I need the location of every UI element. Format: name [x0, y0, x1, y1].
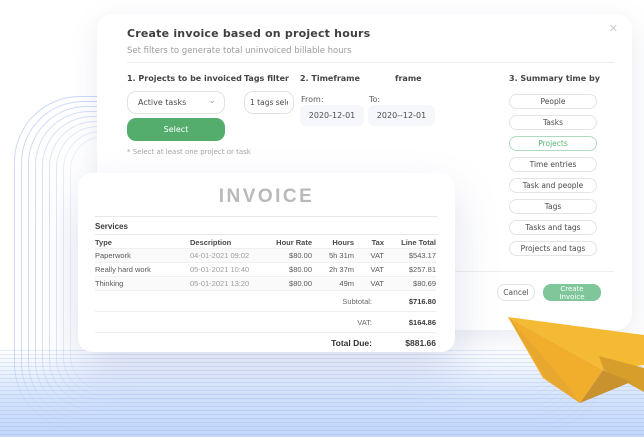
projects-section-label: 1. Projects to be invoiced — [127, 74, 242, 83]
summary-option-projects-and-tags[interactable]: Projects and tags — [509, 241, 597, 256]
select-button[interactable]: Select — [127, 118, 225, 141]
summary-option-tasks[interactable]: Tasks — [509, 115, 597, 130]
projects-dropdown-value: Active tasks — [138, 98, 187, 107]
to-label: To: — [369, 95, 381, 104]
cell-rate: $80.00 — [289, 265, 312, 274]
dialog-title: Create invoice based on project hours — [127, 27, 371, 40]
cell-hours: 49m — [339, 279, 354, 288]
cell-total: $80.69 — [413, 279, 436, 288]
summary-option-projects[interactable]: Projects — [509, 136, 597, 151]
paper-plane-illustration — [508, 317, 644, 403]
col-type: Type — [95, 237, 112, 247]
create-invoice-button[interactable]: Create Invoice — [543, 284, 601, 301]
vat-value: $164.86 — [408, 317, 436, 327]
invoice-preview-card: INVOICE Services Type Description Hour R… — [78, 173, 455, 352]
total-due-value: $881.66 — [405, 338, 436, 348]
timeframe-label-fragment: frame — [395, 74, 422, 83]
cell-total: $543.17 — [408, 251, 436, 260]
cell-description: 05-01-2021 10:40 — [190, 265, 250, 274]
to-date-input[interactable]: 2020--12-01 — [368, 105, 435, 126]
vat-row: VAT: $164.86 — [95, 312, 436, 333]
tags-filter-value: 1 tags select... — [250, 98, 288, 107]
cell-rate: $80.00 — [289, 279, 312, 288]
table-row: Really hard work 05-01-2021 10:40 $80.00… — [95, 263, 436, 277]
services-divider — [95, 234, 438, 235]
invoice-divider — [95, 216, 438, 217]
cell-tax: VAT — [370, 251, 384, 260]
cell-description: 04-01-2021 09:02 — [190, 251, 250, 260]
cell-type: Thinking — [95, 279, 124, 288]
services-label: Services — [95, 222, 128, 231]
summary-option-people[interactable]: People — [509, 94, 597, 109]
subtotal-label: Subtotal: — [342, 296, 372, 306]
cell-tax: VAT — [370, 279, 384, 288]
from-date-input[interactable]: 2020-12-01 — [300, 105, 364, 126]
close-icon[interactable]: ✕ — [608, 22, 618, 35]
tags-filter-input[interactable]: 1 tags select... — [244, 91, 294, 114]
chevron-down-icon: ⌄ — [208, 95, 216, 106]
col-description: Description — [190, 237, 232, 247]
table-header-row: Type Description Hour Rate Hours Tax Lin… — [95, 236, 436, 249]
total-due-label: Total Due: — [331, 338, 372, 348]
table-row: Thinking 05-01-2021 13:20 $80.00 49m VAT… — [95, 277, 436, 291]
cell-type: Paperwork — [95, 251, 131, 260]
col-hours: Hours — [332, 237, 354, 247]
subtotal-value: $716.80 — [408, 296, 436, 306]
cancel-button[interactable]: Cancel — [497, 284, 535, 301]
summary-option-task-and-people[interactable]: Task and people — [509, 178, 597, 193]
summary-options-list: People Tasks Projects Time entries Task … — [509, 94, 597, 262]
cell-type: Really hard work — [95, 265, 151, 274]
summary-section-label: 3. Summary time by — [509, 74, 600, 83]
col-tax: Tax — [371, 237, 384, 247]
cell-description: 05-01-2021 13:20 — [190, 279, 250, 288]
summary-option-time-entries[interactable]: Time entries — [509, 157, 597, 172]
cell-rate: $80.00 — [289, 251, 312, 260]
select-requirement-note: * Select at least one project or task — [127, 148, 251, 156]
col-hour-rate: Hour Rate — [276, 237, 312, 247]
vat-label: VAT: — [357, 317, 372, 327]
tags-filter-label: Tags filter — [244, 74, 289, 83]
summary-option-tasks-and-tags[interactable]: Tasks and tags — [509, 220, 597, 235]
services-table: Type Description Hour Rate Hours Tax Lin… — [95, 236, 436, 291]
invoice-title: INVOICE — [218, 186, 315, 207]
summary-option-tags[interactable]: Tags — [509, 199, 597, 214]
subtotal-row: Subtotal: $716.80 — [95, 291, 436, 312]
dialog-subtitle: Set filters to generate total uninvoiced… — [127, 46, 352, 56]
from-label: From: — [301, 95, 324, 104]
cell-hours: 5h 31m — [328, 251, 354, 260]
projects-dropdown[interactable]: Active tasks ⌄ — [127, 91, 225, 114]
cell-hours: 2h 37m — [328, 265, 354, 274]
header-divider — [127, 62, 614, 63]
col-line-total: Line Total — [401, 237, 436, 247]
table-row: Paperwork 04-01-2021 09:02 $80.00 5h 31m… — [95, 249, 436, 263]
cell-tax: VAT — [370, 265, 384, 274]
cell-total: $257.81 — [408, 265, 436, 274]
timeframe-section-label: 2. Timeframe — [300, 74, 360, 83]
total-due-row: Total Due: $881.66 — [95, 333, 436, 353]
